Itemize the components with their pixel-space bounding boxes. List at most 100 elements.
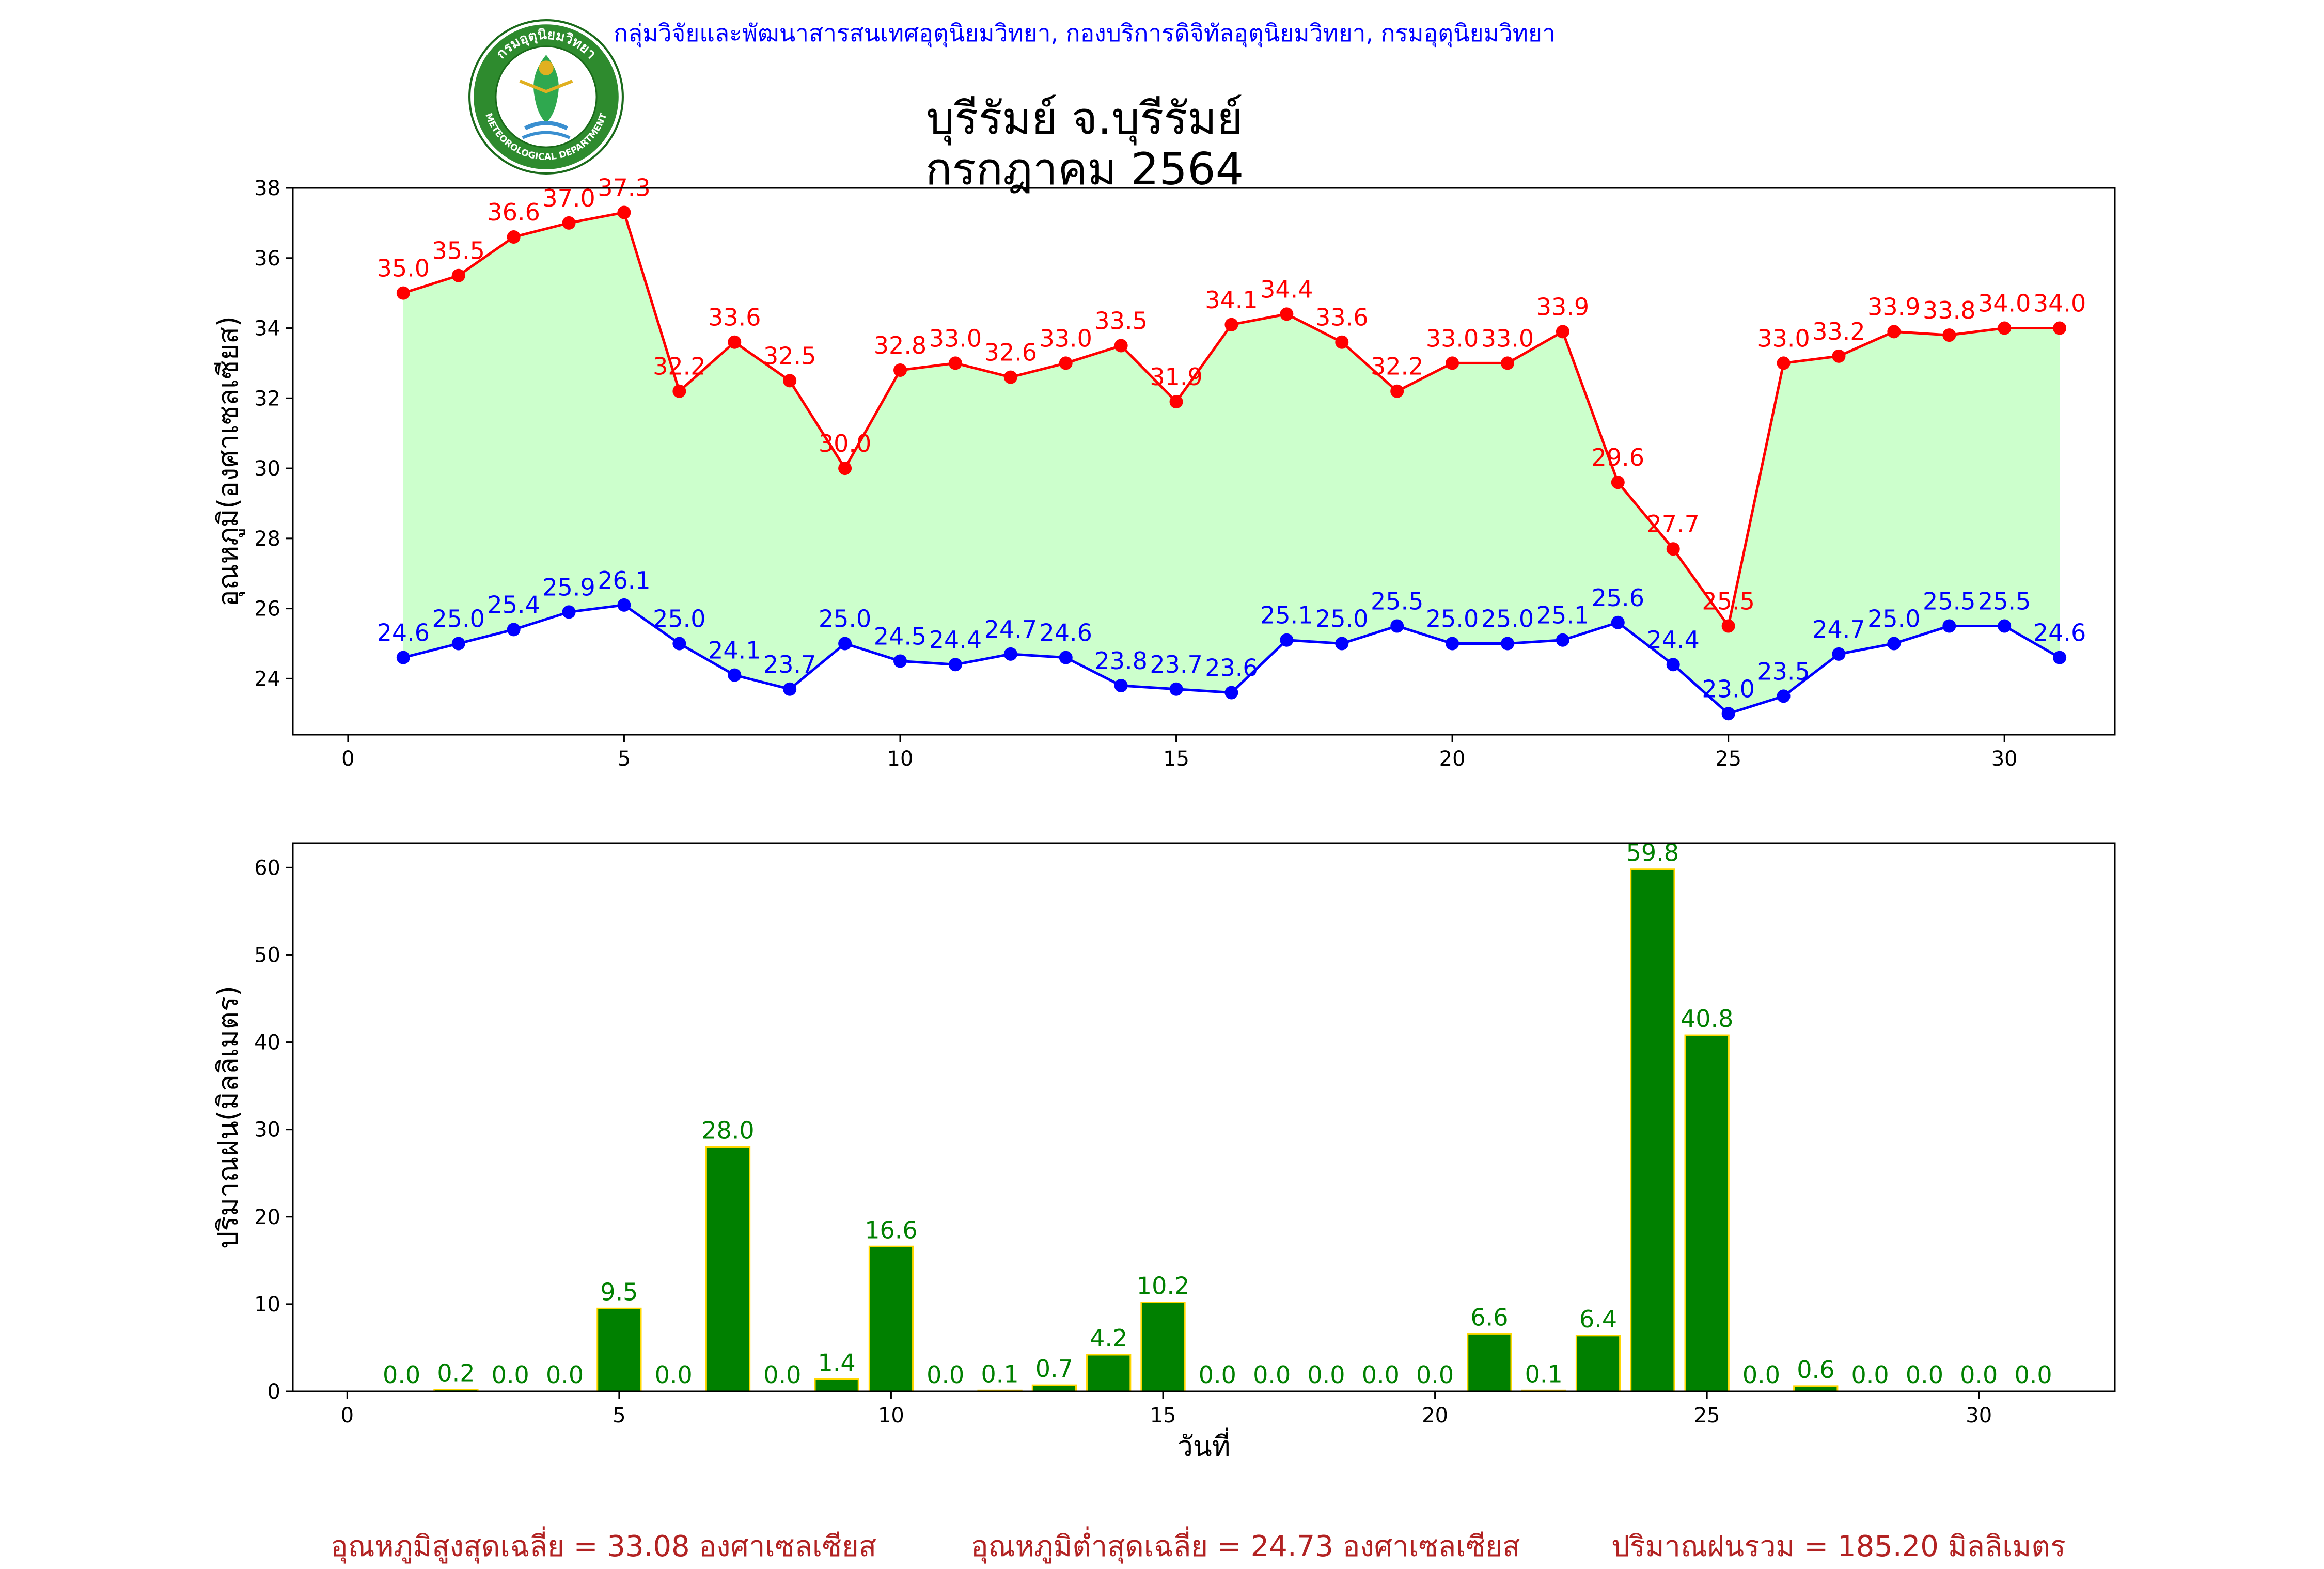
- temp-x-tick-label: 10: [887, 747, 914, 771]
- rain-data-label: 0.0: [2014, 1361, 2052, 1389]
- min-temp-data-label: 25.4: [487, 591, 540, 619]
- max-temp-data-label: 34.1: [1205, 286, 1258, 314]
- rain-data-label: 0.2: [437, 1359, 475, 1387]
- min-temp-point: [507, 623, 521, 637]
- temp-x-tick-label: 25: [1715, 747, 1741, 771]
- min-temp-data-label: 25.9: [542, 573, 595, 601]
- max-temp-point: [838, 462, 852, 476]
- max-temp-point: [1611, 476, 1625, 489]
- rain-data-label: 6.6: [1470, 1303, 1508, 1331]
- min-temp-data-label: 25.5: [1371, 588, 1423, 615]
- temp-x-tick-label: 0: [341, 747, 354, 771]
- rain-data-label: 0.0: [1742, 1361, 1780, 1389]
- max-temp-point: [1114, 339, 1128, 353]
- rain-y-tick-label: 50: [254, 943, 280, 967]
- temp-x-tick-label: 20: [1439, 747, 1466, 771]
- min-temp-data-label: 25.5: [1978, 588, 2031, 615]
- min-temp-point: [562, 605, 576, 619]
- meteorological-department-logo: กรมอุตุนิยมวิทยา METEOROLOGICAL DEPARTME…: [468, 19, 624, 175]
- min-temp-point: [1998, 619, 2012, 633]
- rain-data-label: 0.0: [927, 1361, 964, 1389]
- rain-bar: [1793, 1385, 1839, 1392]
- max-temp-point: [1777, 356, 1791, 370]
- min-temp-data-label: 23.7: [763, 651, 816, 678]
- rain-y-tick-label: 60: [254, 856, 280, 880]
- max-temp-data-label: 33.0: [1481, 324, 1534, 352]
- max-temp-data-label: 32.2: [1371, 353, 1423, 381]
- rain-bar: [814, 1378, 859, 1392]
- period-title: กรกฎาคม 2564: [925, 144, 1244, 195]
- max-temp-data-label: 36.6: [487, 198, 540, 226]
- min-temp-point: [451, 637, 465, 651]
- min-temp-data-label: 24.5: [874, 622, 927, 650]
- min-temp-data-label: 25.1: [1536, 601, 1589, 629]
- max-temp-data-label: 32.5: [763, 342, 816, 370]
- max-temp-point: [1556, 325, 1569, 339]
- min-temp-point: [893, 654, 907, 668]
- rain-y-tick-label: 40: [254, 1031, 280, 1055]
- min-temp-point: [396, 651, 410, 664]
- min-temp-point: [1390, 619, 1404, 633]
- temp-y-tick-label: 38: [254, 177, 280, 200]
- rain-data-label: 0.0: [1851, 1361, 1889, 1389]
- min-temp-point: [1224, 686, 1238, 700]
- max-temp-point: [1721, 619, 1735, 633]
- max-temp-data-label: 33.9: [1536, 293, 1589, 321]
- temp-fill-area: [403, 212, 2060, 714]
- rain-y-tick-label: 20: [254, 1206, 280, 1229]
- rain-data-label: 28.0: [701, 1116, 754, 1144]
- max-temp-point: [1059, 356, 1073, 370]
- max-temp-point: [1390, 384, 1404, 398]
- min-temp-data-label: 25.0: [1315, 605, 1368, 633]
- max-temp-data-label: 33.8: [1923, 296, 1975, 324]
- max-temp-point: [562, 216, 576, 230]
- max-temp-data-label: 33.0: [1757, 324, 1810, 352]
- min-temp-data-label: 23.5: [1757, 657, 1810, 685]
- agency-header: กลุ่มวิจัยและพัฒนาสารสนเทศอุตุนิยมวิทยา,…: [614, 19, 1556, 47]
- min-temp-point: [1887, 637, 1901, 651]
- rain-data-label: 0.0: [1362, 1361, 1400, 1389]
- min-temp-data-label: 25.0: [1867, 605, 1920, 633]
- min-temp-data-label: 24.1: [708, 637, 761, 664]
- max-temp-data-label: 34.4: [1260, 275, 1313, 303]
- min-temp-data-label: 24.7: [1812, 615, 1865, 643]
- temp-y-tick-label: 26: [254, 597, 280, 621]
- max-temp-data-label: 35.0: [377, 255, 430, 282]
- rain-data-label: 1.4: [818, 1349, 856, 1376]
- avg-max-stat: อุณหภูมิสูงสุดเฉลี่ย = 33.08 องศาเซลเซีย…: [331, 1530, 877, 1563]
- min-temp-data-label: 23.6: [1205, 654, 1258, 682]
- max-temp-point: [2053, 321, 2067, 335]
- min-temp-data-label: 25.0: [1481, 605, 1534, 633]
- rain-bar: [1684, 1034, 1730, 1392]
- min-temp-data-label: 23.8: [1094, 647, 1147, 675]
- temp-y-axis-label: อุณหภูมิ(องศาเซลเซียส): [212, 316, 245, 607]
- min-temp-point: [1114, 678, 1128, 692]
- rain-data-label: 0.0: [492, 1361, 529, 1389]
- min-temp-point: [1059, 651, 1073, 664]
- min-temp-data-label: 25.5: [1923, 588, 1975, 615]
- rain-plot-frame: [292, 842, 2116, 1392]
- max-temp-point: [617, 205, 631, 219]
- max-temp-point: [1446, 356, 1459, 370]
- rain-y-tick-label: 30: [254, 1118, 280, 1142]
- min-temp-point: [1446, 637, 1459, 651]
- max-temp-data-label: 33.9: [1867, 293, 1920, 321]
- rain-x-tick-label: 15: [1150, 1404, 1176, 1428]
- rain-data-label: 0.0: [1960, 1361, 1998, 1389]
- max-temp-point: [893, 363, 907, 377]
- min-temp-point: [617, 598, 631, 612]
- max-temp-data-label: 31.9: [1150, 363, 1202, 391]
- min-temp-point: [1335, 637, 1349, 651]
- rain-data-label: 0.0: [1199, 1361, 1236, 1389]
- avg-min-stat: อุณหภูมิต่ำสุดเฉลี่ย = 24.73 องศาเซลเซีย…: [971, 1530, 1520, 1563]
- rain-x-tick-label: 0: [341, 1404, 354, 1428]
- rain-data-label: 0.0: [1906, 1361, 1943, 1389]
- min-temp-point: [1556, 633, 1569, 647]
- max-temp-data-label: 25.5: [1702, 588, 1754, 615]
- min-temp-data-label: 24.6: [377, 619, 430, 647]
- rain-data-label: 4.2: [1090, 1324, 1127, 1352]
- rain-bar: [1140, 1302, 1186, 1392]
- temp-plot-frame: [292, 187, 2116, 736]
- min-temp-data-label: 24.7: [984, 615, 1037, 643]
- rain-bar: [1086, 1354, 1132, 1392]
